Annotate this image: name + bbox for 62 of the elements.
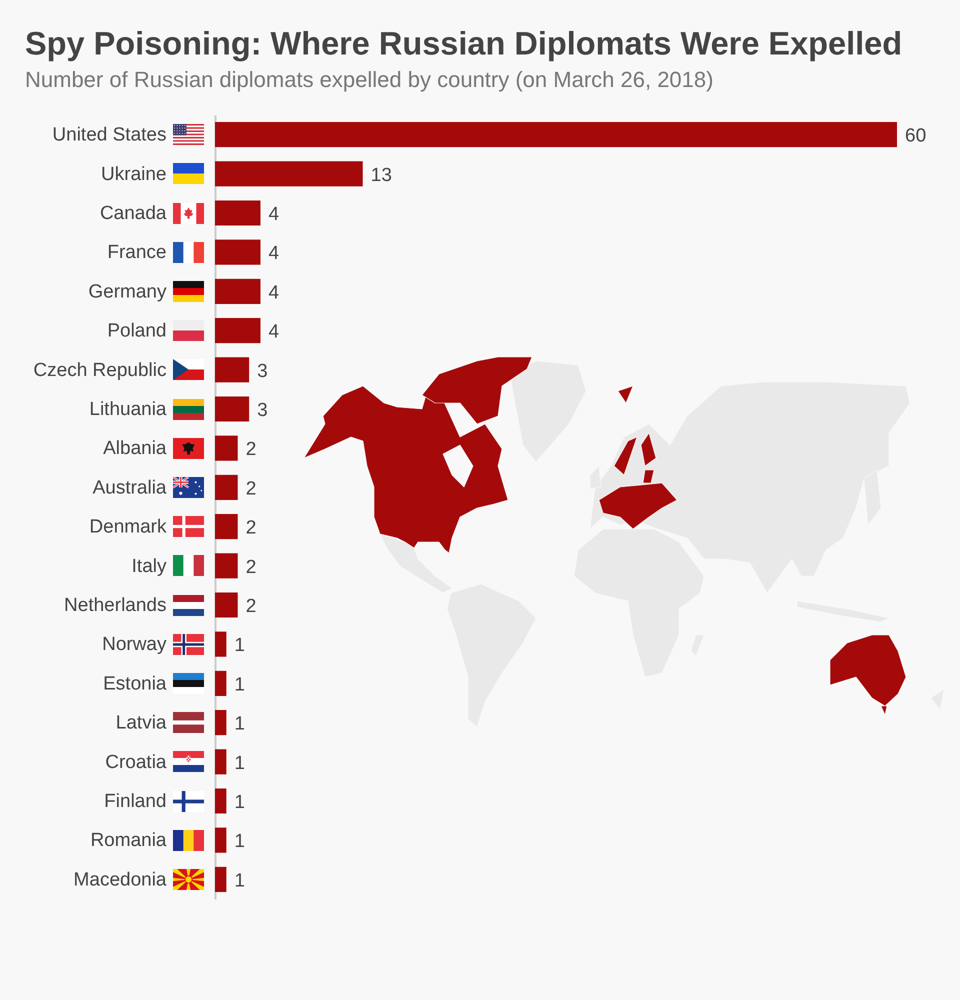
data-label: 3 — [257, 400, 268, 421]
data-label: 1 — [234, 870, 245, 892]
data-label: 4 — [268, 322, 280, 343]
data-label: 2 — [246, 478, 256, 500]
chart-title: Spy Poisoning: Where Russian Diplomats Were Expelled — [25, 26, 902, 62]
y-tick-label: Czech Republic — [33, 360, 166, 381]
data-label: 4 — [268, 282, 280, 304]
y-tick-label: Norway — [102, 634, 167, 656]
bar — [215, 122, 897, 148]
bar — [215, 200, 260, 226]
y-tick-label: Italy — [132, 556, 167, 577]
y-tick-label: Netherlands — [64, 595, 166, 616]
bar — [215, 318, 260, 344]
data-label: 4 — [268, 243, 280, 264]
chart-subtitle: Number of Russian diplomats expelled by country (on March 26, 2018) — [25, 67, 714, 92]
bar — [215, 436, 238, 461]
bar — [215, 396, 250, 422]
y-tick-label: Australia — [92, 477, 167, 498]
y-tick-label: Poland — [107, 320, 166, 342]
y-tick-label: Finland — [104, 791, 166, 812]
data-label: 1 — [234, 674, 245, 696]
data-label: 4 — [268, 204, 280, 225]
bar — [215, 278, 260, 304]
data-label: 60 — [905, 126, 926, 147]
y-tick-label: Romania — [90, 830, 167, 852]
y-tick-label: Ukraine — [101, 164, 166, 185]
y-tick-label: United States — [52, 124, 166, 146]
y-tick-label: Macedonia — [74, 869, 167, 890]
data-label: 2 — [246, 556, 256, 578]
y-tick-label: Lithuania — [89, 399, 167, 420]
bar — [215, 788, 226, 814]
y-tick-label: Albania — [103, 438, 167, 460]
bar — [215, 632, 226, 657]
data-label: 1 — [234, 752, 245, 774]
bar — [215, 553, 238, 578]
y-tick-label: Croatia — [105, 752, 167, 773]
bar — [215, 161, 363, 186]
bar — [215, 357, 250, 382]
data-label: 2 — [246, 596, 256, 617]
y-tick-label: France — [107, 242, 166, 264]
bar — [215, 828, 226, 853]
bar — [215, 592, 238, 618]
bar — [215, 749, 226, 774]
y-tick-label: Estonia — [103, 673, 167, 694]
data-label: 3 — [257, 360, 268, 382]
data-label: 1 — [234, 635, 245, 656]
bar — [215, 240, 260, 265]
bar — [215, 710, 226, 736]
data-label: 2 — [246, 439, 256, 460]
bar — [215, 866, 226, 892]
bar — [215, 474, 238, 500]
y-tick-label: Latvia — [116, 712, 167, 734]
data-label: 13 — [370, 164, 392, 186]
y-tick-label: Germany — [88, 281, 167, 302]
bar — [215, 670, 226, 696]
data-label: 1 — [234, 792, 245, 813]
bar — [215, 514, 238, 540]
y-tick-label: Canada — [100, 203, 167, 224]
data-label: 2 — [246, 518, 256, 539]
y-tick-label: Denmark — [89, 516, 167, 538]
data-label: 1 — [234, 831, 245, 852]
data-label: 1 — [234, 714, 245, 735]
